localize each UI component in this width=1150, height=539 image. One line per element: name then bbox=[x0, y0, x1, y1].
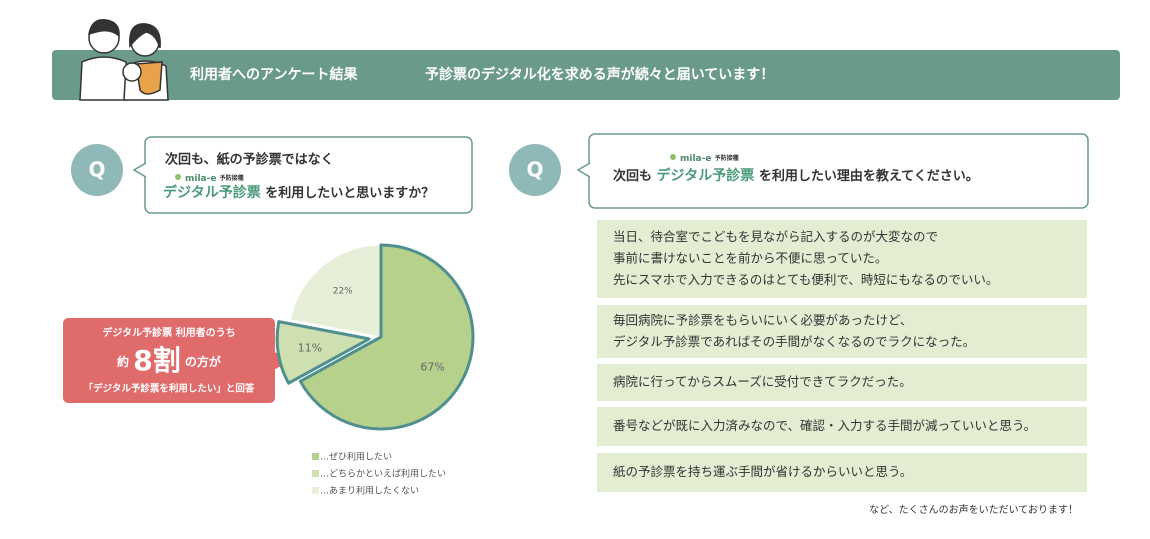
logo-sub: 予防接種 bbox=[715, 154, 739, 162]
answer-text: 番号などが既に入力済みなので、確認・入力する手間が減っていいと思う。 bbox=[613, 418, 1036, 433]
legend-swatch bbox=[312, 487, 319, 494]
legend-label: …ぜひ利用したい bbox=[320, 451, 392, 463]
answers: 当日、待合室でこどもを見ながら記入するのが大変なので事前に書けないことを前から不… bbox=[597, 220, 1087, 492]
question-text: デジタル予診票 を利用したいと思いますか？ bbox=[163, 184, 434, 201]
callout-line: 「デジタル予診票を利用したい」と回答 bbox=[84, 383, 255, 395]
pie-slice bbox=[275, 320, 371, 385]
question-text: 次回も デジタル予診票 を利用したい理由を教えてください。 bbox=[613, 167, 979, 184]
pie-slice bbox=[298, 243, 475, 431]
legend-label: …どちらかといえば利用したい bbox=[320, 468, 446, 480]
answer-text: 紙の予診票を持ち運ぶ手間が省けるからいいと思う。 bbox=[613, 464, 912, 479]
logo: mila-e 予防接種 bbox=[185, 174, 244, 184]
logo-icon bbox=[670, 154, 676, 160]
highlight: デジタル予診票 bbox=[163, 184, 261, 201]
logo-text: mila-e bbox=[680, 154, 711, 164]
question-pre: 次回も bbox=[613, 168, 652, 184]
answer-text: 毎回病院に予診票をもらいにいく必要があったけど、 bbox=[613, 312, 912, 327]
answer-box bbox=[597, 305, 1087, 358]
answer-box bbox=[597, 453, 1087, 492]
slice-label: 67% bbox=[420, 361, 444, 374]
answer-box bbox=[597, 407, 1087, 446]
answer-text: 当日、待合室でこどもを見ながら記入するのが大変なので bbox=[613, 229, 938, 244]
slice-label: 22% bbox=[333, 286, 353, 296]
q-badge bbox=[71, 144, 123, 196]
answer-text: 先にスマホで入力できるのはとても便利で、時短にもなるのでいい。 bbox=[613, 272, 998, 287]
callout-line: デジタル予診票 利用者のうち bbox=[102, 326, 235, 339]
callout-suffix: の方が bbox=[185, 354, 221, 369]
question-text: 次回も、紙の予診票ではなく bbox=[165, 152, 334, 168]
legend-swatch bbox=[312, 470, 319, 477]
logo: mila-e 予防接種 bbox=[680, 154, 739, 164]
legend: …ぜひ利用したい …どちらかといえば利用したい …あまり利用したくない bbox=[312, 451, 446, 497]
logo-sub: 予防接種 bbox=[220, 174, 244, 182]
footer: など、たくさんのお声をいただいております！ bbox=[869, 503, 1078, 516]
legend-swatch bbox=[312, 453, 319, 460]
answer-box bbox=[597, 364, 1087, 401]
answer-text: 病院に行ってからスムーズに受付できてラクだった。 bbox=[613, 374, 912, 389]
q-badge bbox=[509, 144, 561, 196]
logo-text: mila-e bbox=[185, 174, 216, 184]
header-subtitle: 予診票のデジタル化を求める声が続々と届いています！ bbox=[425, 66, 774, 83]
legend-label: …あまり利用したくない bbox=[320, 485, 419, 497]
callout-big: 8割 bbox=[133, 344, 180, 377]
callout-prefix: 約 bbox=[117, 354, 129, 369]
answer-text: デジタル予診票であればその手間がなくなるのでラクになった。 bbox=[613, 334, 975, 349]
answer-text: 事前に書けないことを前から不便に思っていた。 bbox=[613, 251, 887, 266]
callout-main: 約 8割 の方が bbox=[117, 344, 221, 377]
question-pointer bbox=[132, 162, 147, 178]
slice-label: 11% bbox=[298, 341, 322, 354]
header-bar bbox=[52, 50, 1120, 100]
family-illustration bbox=[79, 19, 169, 101]
answer-box bbox=[597, 220, 1087, 298]
callout-box bbox=[63, 318, 275, 403]
logo-icon bbox=[175, 174, 181, 180]
highlight: デジタル予診票 bbox=[657, 167, 755, 184]
q-badge-text: Q bbox=[526, 158, 543, 182]
question-rest: を利用したいと思いますか？ bbox=[265, 185, 434, 201]
question-rest: を利用したい理由を教えてください。 bbox=[759, 168, 979, 184]
pie-chart: 67% 11% 22% bbox=[275, 243, 475, 431]
question-pointer bbox=[576, 162, 591, 178]
pie-slice bbox=[290, 244, 382, 338]
header-title: 利用者へのアンケート結果 bbox=[190, 66, 358, 83]
q-badge-text: Q bbox=[88, 158, 105, 182]
